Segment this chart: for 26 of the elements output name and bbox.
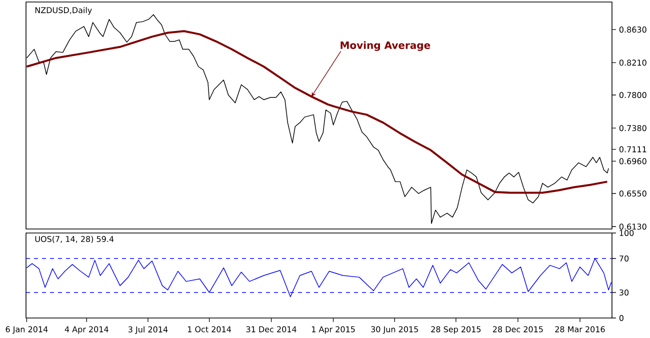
text: NZDUSD,Daily xyxy=(35,6,92,15)
y-tick-label: 0 xyxy=(619,314,624,321)
x-tick-label: 28 Sep 2015 xyxy=(431,326,481,334)
y-tick-label: 0.7800 xyxy=(619,92,646,98)
y-tick-label: 0.6130 xyxy=(619,224,646,230)
x-tick-label: 28 Mar 2016 xyxy=(555,326,605,332)
y-tick-label: 30 xyxy=(620,289,629,296)
y-tick-label: 0.6960 xyxy=(619,158,646,164)
line-series xyxy=(26,258,612,298)
y-tick-label: 70 xyxy=(620,255,629,262)
x-tick-label: 28 Dec 2015 xyxy=(492,326,543,332)
x-tick-label: 31 Dec 2014 xyxy=(246,326,296,332)
y-tick-label: 0.6550 xyxy=(619,190,646,197)
x-tick-label: 6 Jan 2014 xyxy=(6,326,48,334)
chart-title: UOS(7, 14, 28) 59.4 xyxy=(35,236,114,243)
y-tick-label: 0.7380 xyxy=(619,125,646,132)
y-tick-label: 100 xyxy=(620,230,634,236)
x-tick-label: 4 Apr 2014 xyxy=(64,326,108,334)
x-tick-label: 1 Apr 2015 xyxy=(312,326,355,334)
x-tick-label: 3 Jul 2014 xyxy=(128,326,168,334)
x-tick-label: 30 Jun 2015 xyxy=(371,326,418,334)
y-tick-label: 0.8210 xyxy=(619,60,646,66)
annotation: Moving Average xyxy=(340,41,430,51)
x-tick-label: 1 Oct 2014 xyxy=(188,326,232,332)
y-tick-label: 0.8630 xyxy=(619,26,646,33)
y-tick-label: 0.7111 xyxy=(619,146,646,152)
